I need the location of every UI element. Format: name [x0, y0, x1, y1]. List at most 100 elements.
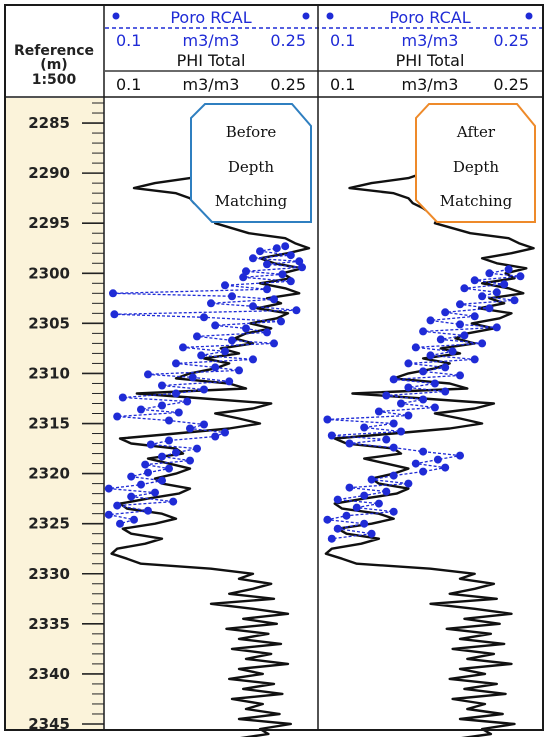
poro-rcal-point [228, 336, 236, 345]
poro-rcal-point [144, 370, 152, 379]
poro-rcal-point [389, 443, 398, 452]
poro-rcal-point [456, 371, 464, 380]
poro-rcal-point [242, 324, 250, 333]
poro-rcal-connector [108, 245, 303, 525]
poro-rcal-point [441, 463, 450, 472]
poro-rcal-point [144, 506, 152, 515]
poro-rcal-point [249, 355, 257, 364]
rcal-marker-dot [112, 12, 120, 20]
poro-rcal-point [367, 529, 376, 538]
poro-rcal-point [441, 363, 450, 372]
poro-rcal-point [221, 428, 229, 437]
rcal-legend-marker-right [302, 12, 310, 20]
after-depth-matching-callout: After Depth Matching [415, 103, 536, 223]
poro-rcal-connector [327, 268, 521, 540]
rcal-marker-dot [525, 12, 533, 20]
reference-title: Reference [14, 43, 94, 59]
phi-scale-min: 0.1 [116, 75, 141, 94]
poro-rcal-point [333, 495, 342, 504]
poro-rcal-point [127, 492, 136, 501]
reference-unit: (m) [40, 57, 67, 73]
poro-rcal-point [292, 306, 301, 315]
poro-rcal-point [456, 300, 464, 309]
poro-rcal-point [113, 412, 122, 421]
poro-rcal-point [374, 407, 383, 416]
poro-rcal-point [137, 405, 145, 414]
poro-rcal-point [207, 299, 215, 308]
poro-rcal-point [382, 391, 391, 400]
rcal-scale-max: 0.25 [270, 31, 306, 50]
poro-rcal-point [404, 411, 413, 420]
before-callout-line-3: Matching [215, 192, 288, 210]
phi-scale-max: 0.25 [493, 75, 529, 94]
poro-rcal-point [235, 366, 243, 375]
after-callout-line-3: Matching [440, 192, 513, 210]
poro-rcal-point [441, 308, 450, 317]
poro-rcal-point [165, 436, 173, 445]
phi-scale-max: 0.25 [270, 75, 306, 94]
poro-rcal-point [137, 480, 145, 489]
before-depth-matching-callout: Before Depth Matching [190, 103, 312, 223]
depth-tick-label: 2295 [28, 214, 70, 232]
depth-tick-label: 2340 [28, 665, 70, 683]
poro-rcal-point [249, 254, 257, 263]
poro-rcal-point [419, 367, 428, 376]
poro-rcal-point [374, 499, 383, 508]
depth-ruler-background [5, 98, 103, 730]
rcal-legend-marker-left [112, 12, 120, 20]
track-1-header: Poro RCAL 0.1 m3/m3 0.25 PHI Total 0.1 m… [112, 8, 310, 94]
poro-rcal-point [404, 383, 413, 392]
poro-rcal-point [172, 389, 180, 398]
poro-rcal-point [270, 339, 278, 348]
poro-rcal-point [327, 534, 336, 543]
poro-rcal-point [323, 415, 332, 424]
poro-rcal-point [485, 304, 494, 313]
poro-rcal-point [110, 310, 119, 319]
poro-rcal-point [342, 511, 351, 520]
poro-rcal-point [263, 260, 271, 269]
depth-tick-label: 2290 [28, 164, 70, 182]
poro-rcal-point [169, 497, 178, 506]
rcal-scale-max: 0.25 [493, 31, 529, 50]
poro-rcal-point [113, 501, 122, 510]
depth-tick-label: 2285 [28, 114, 70, 132]
poro-rcal-point [165, 416, 173, 425]
poro-rcal-point [345, 483, 354, 492]
depth-tick-label: 2325 [28, 515, 70, 533]
poro-rcal-point [485, 269, 494, 278]
poro-rcal-point [426, 351, 435, 360]
poro-rcal-point [118, 393, 127, 402]
rcal-marker-dot [326, 12, 334, 20]
poro-rcal-point [249, 302, 257, 311]
poro-rcal-point [448, 347, 457, 356]
rcal-scale-unit: m3/m3 [183, 31, 240, 50]
poro-rcal-point [211, 321, 220, 330]
poro-rcal-point [411, 459, 420, 468]
poro-rcal-point [460, 284, 469, 293]
poro-rcal-point [419, 327, 428, 336]
poro-rcal-point [281, 242, 290, 251]
poro-rcal-point [333, 524, 342, 533]
phi-curve-name: PHI Total [396, 51, 465, 70]
poro-rcal-point [345, 439, 354, 448]
poro-rcal-point [193, 444, 201, 453]
poro-rcal-point [500, 280, 509, 289]
depth-tick-label: 2310 [28, 364, 70, 382]
poro-rcal-point [270, 295, 278, 304]
poro-rcal-point [478, 339, 487, 348]
phi-scale-unit: m3/m3 [402, 75, 459, 94]
poro-rcal-point [141, 460, 150, 469]
poro-rcal-point [404, 359, 413, 368]
rcal-curve-name: Poro RCAL [170, 8, 251, 27]
poro-rcal-point [397, 427, 405, 436]
depth-tick-label: 2320 [28, 465, 70, 483]
poro-rcal-point [158, 401, 166, 410]
poro-rcal-point [256, 247, 264, 256]
poro-rcal-point [456, 320, 464, 329]
poro-rcal-point [360, 423, 369, 432]
poro-rcal-point [298, 263, 306, 272]
poro-rcal-point [179, 343, 187, 352]
poro-rcal-point [151, 488, 159, 497]
poro-rcal-point [200, 313, 208, 322]
